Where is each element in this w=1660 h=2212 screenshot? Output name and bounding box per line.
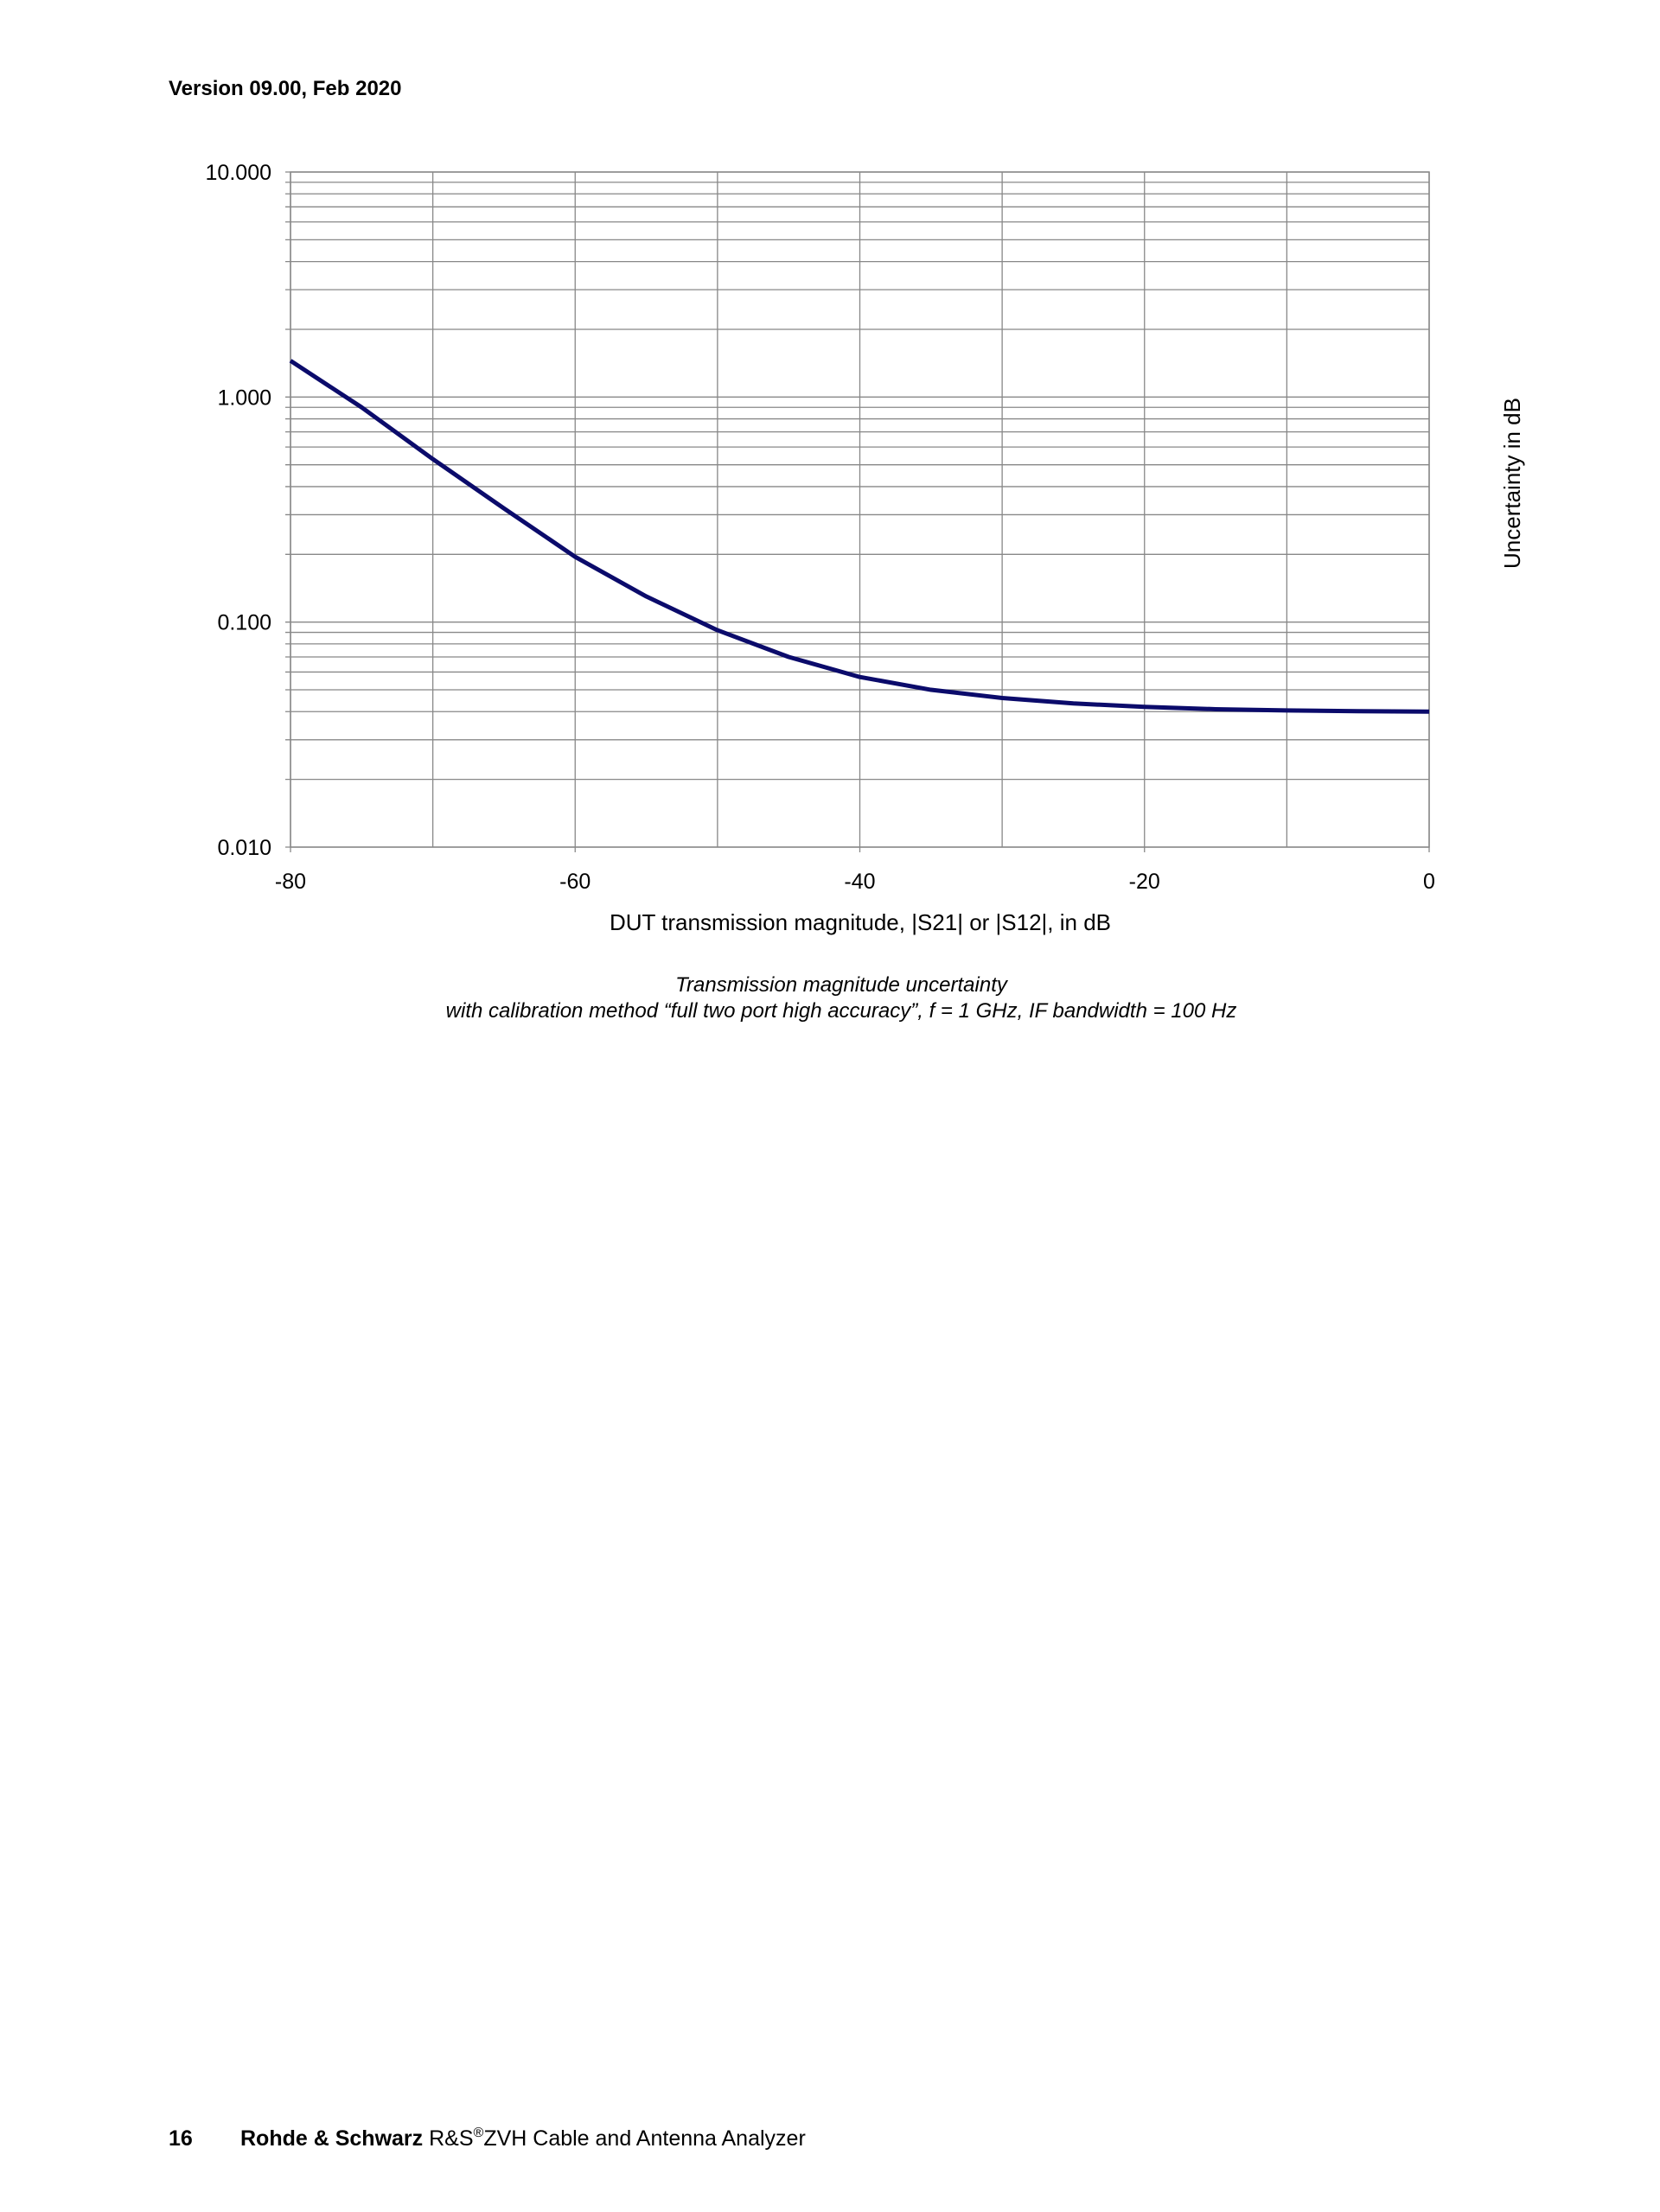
footer-title: Rohde & Schwarz R&S®ZVH Cable and Antenn…: [240, 2126, 806, 2151]
y-tick-label: 10.000: [206, 161, 271, 185]
data-line: [289, 359, 1430, 714]
company: Rohde & Schwarz: [240, 2126, 423, 2151]
brand: R&S: [429, 2126, 473, 2151]
y-axis-label: Uncertainty in dB: [1499, 398, 1525, 569]
x-tick-label: -60: [559, 870, 591, 894]
plot-frame: [290, 171, 1430, 848]
caption: with calibration method “full two port h…: [446, 999, 1237, 1023]
x-tick-label: -80: [275, 870, 306, 894]
y-tick-label: 0.010: [217, 836, 271, 860]
registered: ®: [474, 2126, 484, 2140]
x-tick-label: 0: [1423, 870, 1435, 894]
y-tick-label: 0.100: [217, 611, 271, 635]
y-tick-label: 1.000: [217, 386, 271, 410]
x-tick-label: -20: [1129, 870, 1160, 894]
page-number: 16: [169, 2126, 193, 2151]
x-tick-label: -40: [844, 870, 875, 894]
product: ZVH Cable and Antenna Analyzer: [483, 2126, 805, 2151]
version: Version 09.00, Feb 2020: [169, 77, 402, 100]
caption: Transmission magnitude uncertainty: [675, 973, 1009, 997]
x-axis-label: DUT transmission magnitude, |S21| or |S1…: [610, 909, 1111, 935]
